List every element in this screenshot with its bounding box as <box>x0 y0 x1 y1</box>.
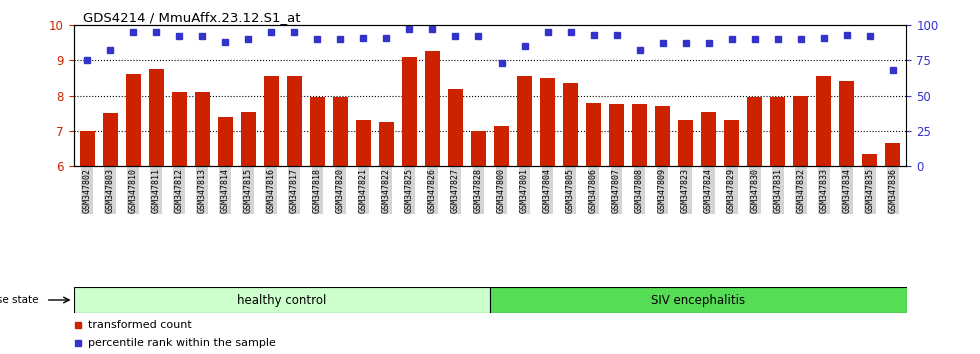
Bar <box>471 131 486 166</box>
Bar <box>701 112 716 166</box>
Bar <box>747 97 762 166</box>
Text: GDS4214 / MmuAffx.23.12.S1_at: GDS4214 / MmuAffx.23.12.S1_at <box>83 11 301 24</box>
Bar <box>195 92 210 166</box>
Text: disease state: disease state <box>0 295 39 305</box>
Bar <box>218 117 233 166</box>
Bar <box>79 131 95 166</box>
Bar <box>793 96 808 166</box>
Bar <box>724 120 739 166</box>
Bar <box>494 126 509 166</box>
Bar <box>264 76 279 166</box>
Text: percentile rank within the sample: percentile rank within the sample <box>88 338 276 348</box>
Bar <box>125 74 141 166</box>
Bar <box>103 113 118 166</box>
Bar <box>74 287 490 313</box>
Bar <box>241 112 256 166</box>
Bar <box>770 97 785 166</box>
Bar <box>632 104 647 166</box>
Bar <box>839 81 855 166</box>
Text: transformed count: transformed count <box>88 320 192 330</box>
Bar <box>678 120 693 166</box>
Bar <box>379 122 394 166</box>
Bar <box>425 51 440 166</box>
Bar <box>310 97 325 166</box>
Text: healthy control: healthy control <box>237 293 326 307</box>
Bar <box>540 78 555 166</box>
Bar <box>885 143 901 166</box>
Bar <box>287 76 302 166</box>
Bar <box>586 103 601 166</box>
Bar <box>862 154 877 166</box>
Bar <box>402 57 416 166</box>
Bar <box>448 88 463 166</box>
Bar <box>490 287 906 313</box>
Bar <box>172 92 187 166</box>
Bar <box>816 76 831 166</box>
Bar <box>610 104 624 166</box>
Bar <box>655 106 670 166</box>
Bar <box>517 76 532 166</box>
Bar <box>356 120 370 166</box>
Bar <box>333 97 348 166</box>
Text: SIV encephalitis: SIV encephalitis <box>651 293 746 307</box>
Bar <box>564 83 578 166</box>
Bar <box>149 69 164 166</box>
